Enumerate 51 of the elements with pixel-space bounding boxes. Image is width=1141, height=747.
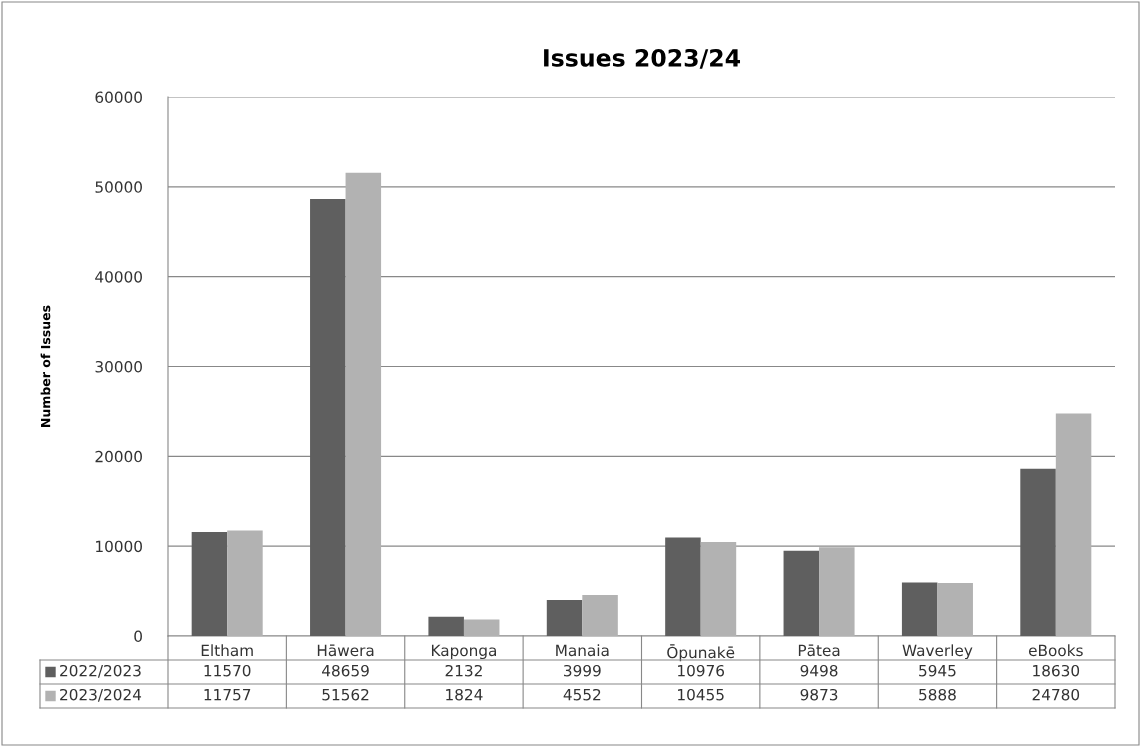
bar bbox=[310, 198, 346, 636]
bar bbox=[345, 172, 382, 636]
x-tick-label: Manaia bbox=[556, 644, 609, 657]
data-label: 2132 bbox=[445, 664, 482, 677]
data-label: 51562 bbox=[322, 688, 369, 701]
bar bbox=[1020, 468, 1056, 636]
data-label: 18630 bbox=[1033, 664, 1080, 677]
bar bbox=[191, 532, 228, 636]
data-label: 4552 bbox=[563, 688, 601, 701]
data-label: 11757 bbox=[204, 689, 251, 701]
bar bbox=[937, 583, 973, 636]
y-tick-label: 30000 bbox=[95, 360, 142, 373]
legend-label: 2023/2024 bbox=[60, 688, 142, 702]
chart-title: Issues 2023/24 bbox=[544, 48, 741, 69]
bar bbox=[783, 550, 820, 636]
y-tick-label: 0 bbox=[134, 630, 142, 643]
data-label: 5888 bbox=[919, 688, 956, 701]
bar bbox=[428, 616, 464, 636]
data-label: 9498 bbox=[800, 664, 838, 677]
x-tick-label: Ōpunakē bbox=[667, 644, 735, 662]
bar bbox=[700, 542, 737, 636]
x-tick-label: Eltham bbox=[201, 644, 253, 657]
x-tick-label: Kaponga bbox=[431, 644, 496, 660]
x-tick-label: Hāwera bbox=[317, 644, 374, 657]
legend-label: 2022/2023 bbox=[60, 664, 141, 678]
bar bbox=[582, 595, 618, 636]
data-label: 48659 bbox=[322, 664, 369, 677]
data-label: 1824 bbox=[446, 688, 483, 701]
y-tick-label: 20000 bbox=[95, 450, 142, 463]
data-label: 10976 bbox=[678, 664, 725, 677]
bar bbox=[227, 530, 263, 636]
data-label: 24780 bbox=[1032, 688, 1080, 701]
data-label: 11570 bbox=[204, 664, 251, 677]
bar bbox=[901, 582, 938, 636]
y-tick-label: 40000 bbox=[95, 271, 142, 283]
y-tick-label: 10000 bbox=[96, 540, 142, 553]
x-tick-label: Pātea bbox=[798, 644, 840, 657]
bar bbox=[463, 619, 500, 636]
data-label: 3999 bbox=[564, 664, 601, 677]
y-tick-label: 50000 bbox=[95, 181, 142, 193]
bar bbox=[1055, 413, 1092, 636]
data-label: 10455 bbox=[678, 688, 724, 701]
x-tick-label: eBooks bbox=[1028, 644, 1083, 657]
bar bbox=[665, 537, 701, 636]
data-label: 9873 bbox=[800, 688, 838, 701]
bar bbox=[546, 600, 583, 636]
data-label: 5945 bbox=[919, 664, 956, 677]
x-tick-label: Waverley bbox=[902, 644, 973, 660]
y-tick-label: 60000 bbox=[95, 91, 142, 104]
y-axis-title: Number of Issues bbox=[40, 305, 51, 427]
bar bbox=[819, 547, 855, 636]
